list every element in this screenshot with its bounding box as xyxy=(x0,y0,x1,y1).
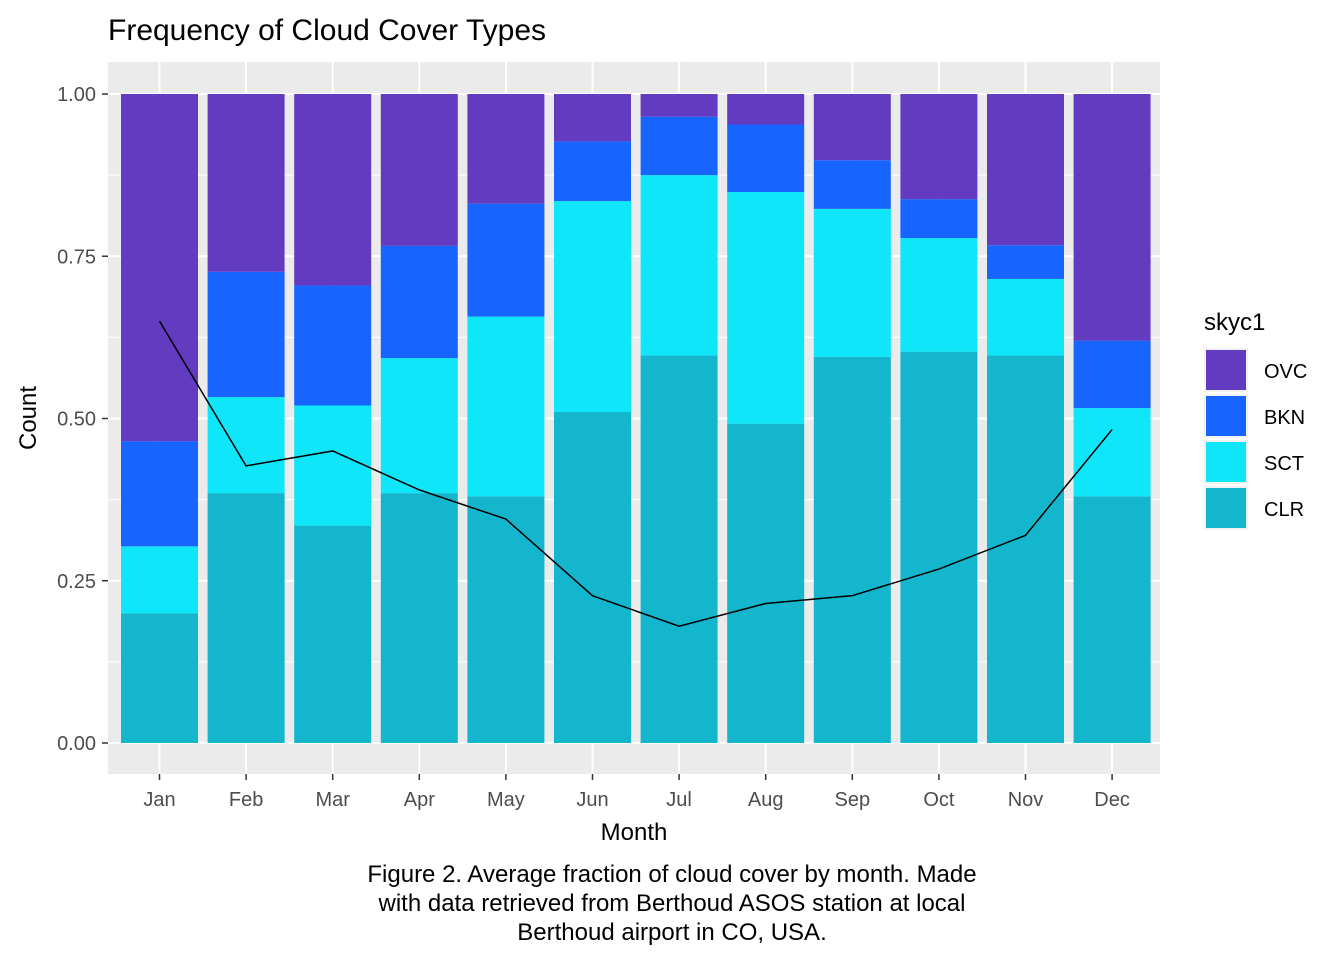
bar-segment-ovc xyxy=(1073,94,1151,341)
bar-segment-clr xyxy=(380,493,458,743)
bar-segment-bkn xyxy=(727,124,805,192)
bar-segment-sct xyxy=(640,175,718,356)
bar-segment-clr xyxy=(727,423,805,743)
bar-segment-sct xyxy=(813,208,891,357)
bar-segment-clr xyxy=(294,525,372,743)
x-tick-label: Jan xyxy=(143,789,175,811)
bar-segment-bkn xyxy=(554,141,631,202)
bar-segment-clr xyxy=(987,355,1064,743)
chart-title: Frequency of Cloud Cover Types xyxy=(108,14,546,47)
bar-segment-clr xyxy=(467,496,545,743)
average-line xyxy=(158,320,1113,627)
x-tick-label: Apr xyxy=(404,789,435,811)
y-tick-label: 1.00 xyxy=(57,84,96,106)
bar-segment-sct xyxy=(727,191,805,424)
y-axis: 0.00 0.25 0.50 0.75 1.00 xyxy=(57,84,108,755)
bar-segment-ovc xyxy=(554,94,631,142)
y-axis-title: Count xyxy=(15,386,42,450)
legend-label-bkn: BKN xyxy=(1264,407,1305,429)
bar-segment-clr xyxy=(813,356,891,743)
x-tick-label: Feb xyxy=(229,789,263,811)
bar-segment-ovc xyxy=(640,94,718,117)
x-tick-label: Aug xyxy=(748,789,784,811)
caption-line: Figure 2. Average fraction of cloud cove… xyxy=(367,861,976,888)
y-tick-label: 0.50 xyxy=(57,409,96,431)
bar-segment-ovc xyxy=(380,94,458,246)
bar-segment-bkn xyxy=(1073,340,1151,409)
legend-swatch-ovc xyxy=(1206,350,1246,390)
x-axis-title: Month xyxy=(601,819,668,846)
legend-swatch-sct xyxy=(1206,442,1246,482)
bar-segment-sct xyxy=(380,358,458,494)
bar-segment-ovc xyxy=(207,94,285,272)
bar-segment-bkn xyxy=(294,285,372,406)
caption-line: with data retrieved from Berthoud ASOS s… xyxy=(378,890,966,917)
bar-segment-sct xyxy=(987,278,1064,356)
legend-label-sct: SCT xyxy=(1264,453,1304,475)
bar-segment-ovc xyxy=(467,94,545,204)
bar-segment-bkn xyxy=(380,245,458,359)
bar-segment-bkn xyxy=(207,271,285,398)
bar-segment-ovc xyxy=(294,94,372,286)
x-tick-label: Jun xyxy=(576,789,608,811)
x-tick-label: Nov xyxy=(1008,789,1044,811)
bar-segment-clr xyxy=(554,412,631,743)
bar-segment-clr xyxy=(640,355,718,743)
bar-segment-ovc xyxy=(813,94,891,161)
y-tick-label: 0.25 xyxy=(57,571,96,593)
bar-segment-ovc xyxy=(900,94,978,200)
bar-segment-ovc xyxy=(727,94,805,125)
bar-segment-ovc xyxy=(987,94,1064,246)
bars xyxy=(121,94,1151,743)
bar-segment-sct xyxy=(467,316,545,497)
legend-title: skyc1 xyxy=(1204,309,1265,336)
legend-label-clr: CLR xyxy=(1264,499,1304,521)
bar-segment-clr xyxy=(900,351,978,743)
x-tick-label: Dec xyxy=(1094,789,1130,811)
caption: Figure 2. Average fraction of cloud cove… xyxy=(367,861,976,946)
average-line-path xyxy=(158,320,1113,627)
bar-segment-sct xyxy=(121,546,198,614)
x-axis: Jan Feb Mar Apr May Jun Jul Aug Sep Oct Nov Dec xyxy=(143,774,1130,811)
bar-segment-clr xyxy=(121,613,198,743)
bar-segment-sct xyxy=(1073,408,1151,497)
x-tick-label: Jul xyxy=(666,789,692,811)
bar-segment-sct xyxy=(294,405,372,526)
legend-label-ovc: OVC xyxy=(1264,361,1307,383)
y-tick-label: 0.00 xyxy=(57,733,96,755)
bar-segment-bkn xyxy=(467,203,545,317)
bar-segment-bkn xyxy=(813,160,891,209)
bar-segment-sct xyxy=(207,397,285,494)
x-tick-label: Mar xyxy=(315,789,350,811)
bar-segment-bkn xyxy=(640,116,718,176)
bar-segment-bkn xyxy=(900,199,978,239)
legend: skyc1 OVC BKN SCT CLR xyxy=(1204,309,1307,530)
bar-segment-bkn xyxy=(121,441,198,547)
legend-swatch-bkn xyxy=(1206,396,1246,436)
caption-line: Berthoud airport in CO, USA. xyxy=(517,919,826,946)
x-tick-label: Sep xyxy=(835,789,871,811)
bar-segment-clr xyxy=(1073,496,1151,743)
bar-segment-sct xyxy=(900,238,978,352)
y-tick-label: 0.75 xyxy=(57,246,96,268)
bar-segment-ovc xyxy=(121,94,198,442)
x-tick-label: Oct xyxy=(923,789,955,811)
legend-swatch-clr xyxy=(1206,488,1246,528)
bar-segment-bkn xyxy=(987,245,1064,279)
bar-segment-sct xyxy=(554,201,631,413)
x-tick-label: May xyxy=(487,789,525,811)
bar-segment-clr xyxy=(207,493,285,743)
